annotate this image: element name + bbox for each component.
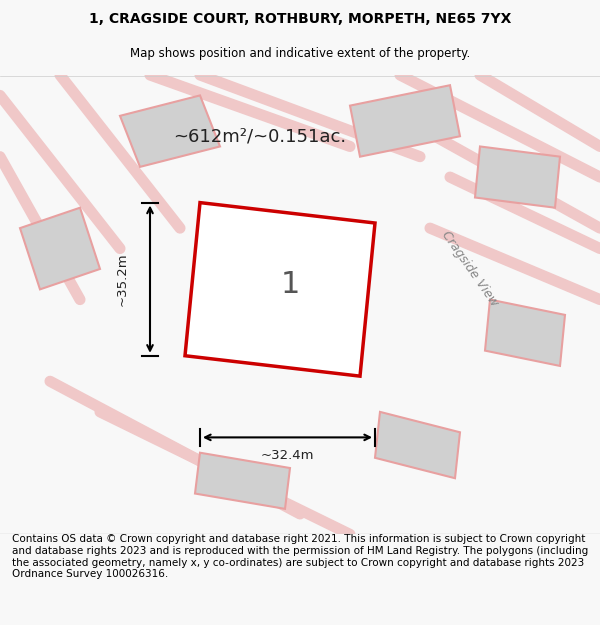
Text: Contains OS data © Crown copyright and database right 2021. This information is : Contains OS data © Crown copyright and d… <box>12 534 588 579</box>
Text: 1, CRAGSIDE COURT, ROTHBURY, MORPETH, NE65 7YX: 1, CRAGSIDE COURT, ROTHBURY, MORPETH, NE… <box>89 12 511 26</box>
Text: ~612m²/~0.151ac.: ~612m²/~0.151ac. <box>173 127 347 145</box>
Text: Map shows position and indicative extent of the property.: Map shows position and indicative extent… <box>130 48 470 61</box>
Text: 1: 1 <box>280 270 299 299</box>
Text: ~35.2m: ~35.2m <box>115 253 128 306</box>
Polygon shape <box>185 202 375 376</box>
Text: ~32.4m: ~32.4m <box>261 449 314 462</box>
Polygon shape <box>475 146 560 208</box>
Polygon shape <box>485 299 565 366</box>
Polygon shape <box>195 452 290 509</box>
Polygon shape <box>350 85 460 157</box>
Polygon shape <box>375 412 460 478</box>
Polygon shape <box>120 96 220 167</box>
Polygon shape <box>20 208 100 289</box>
Text: Cragside View: Cragside View <box>439 229 501 309</box>
